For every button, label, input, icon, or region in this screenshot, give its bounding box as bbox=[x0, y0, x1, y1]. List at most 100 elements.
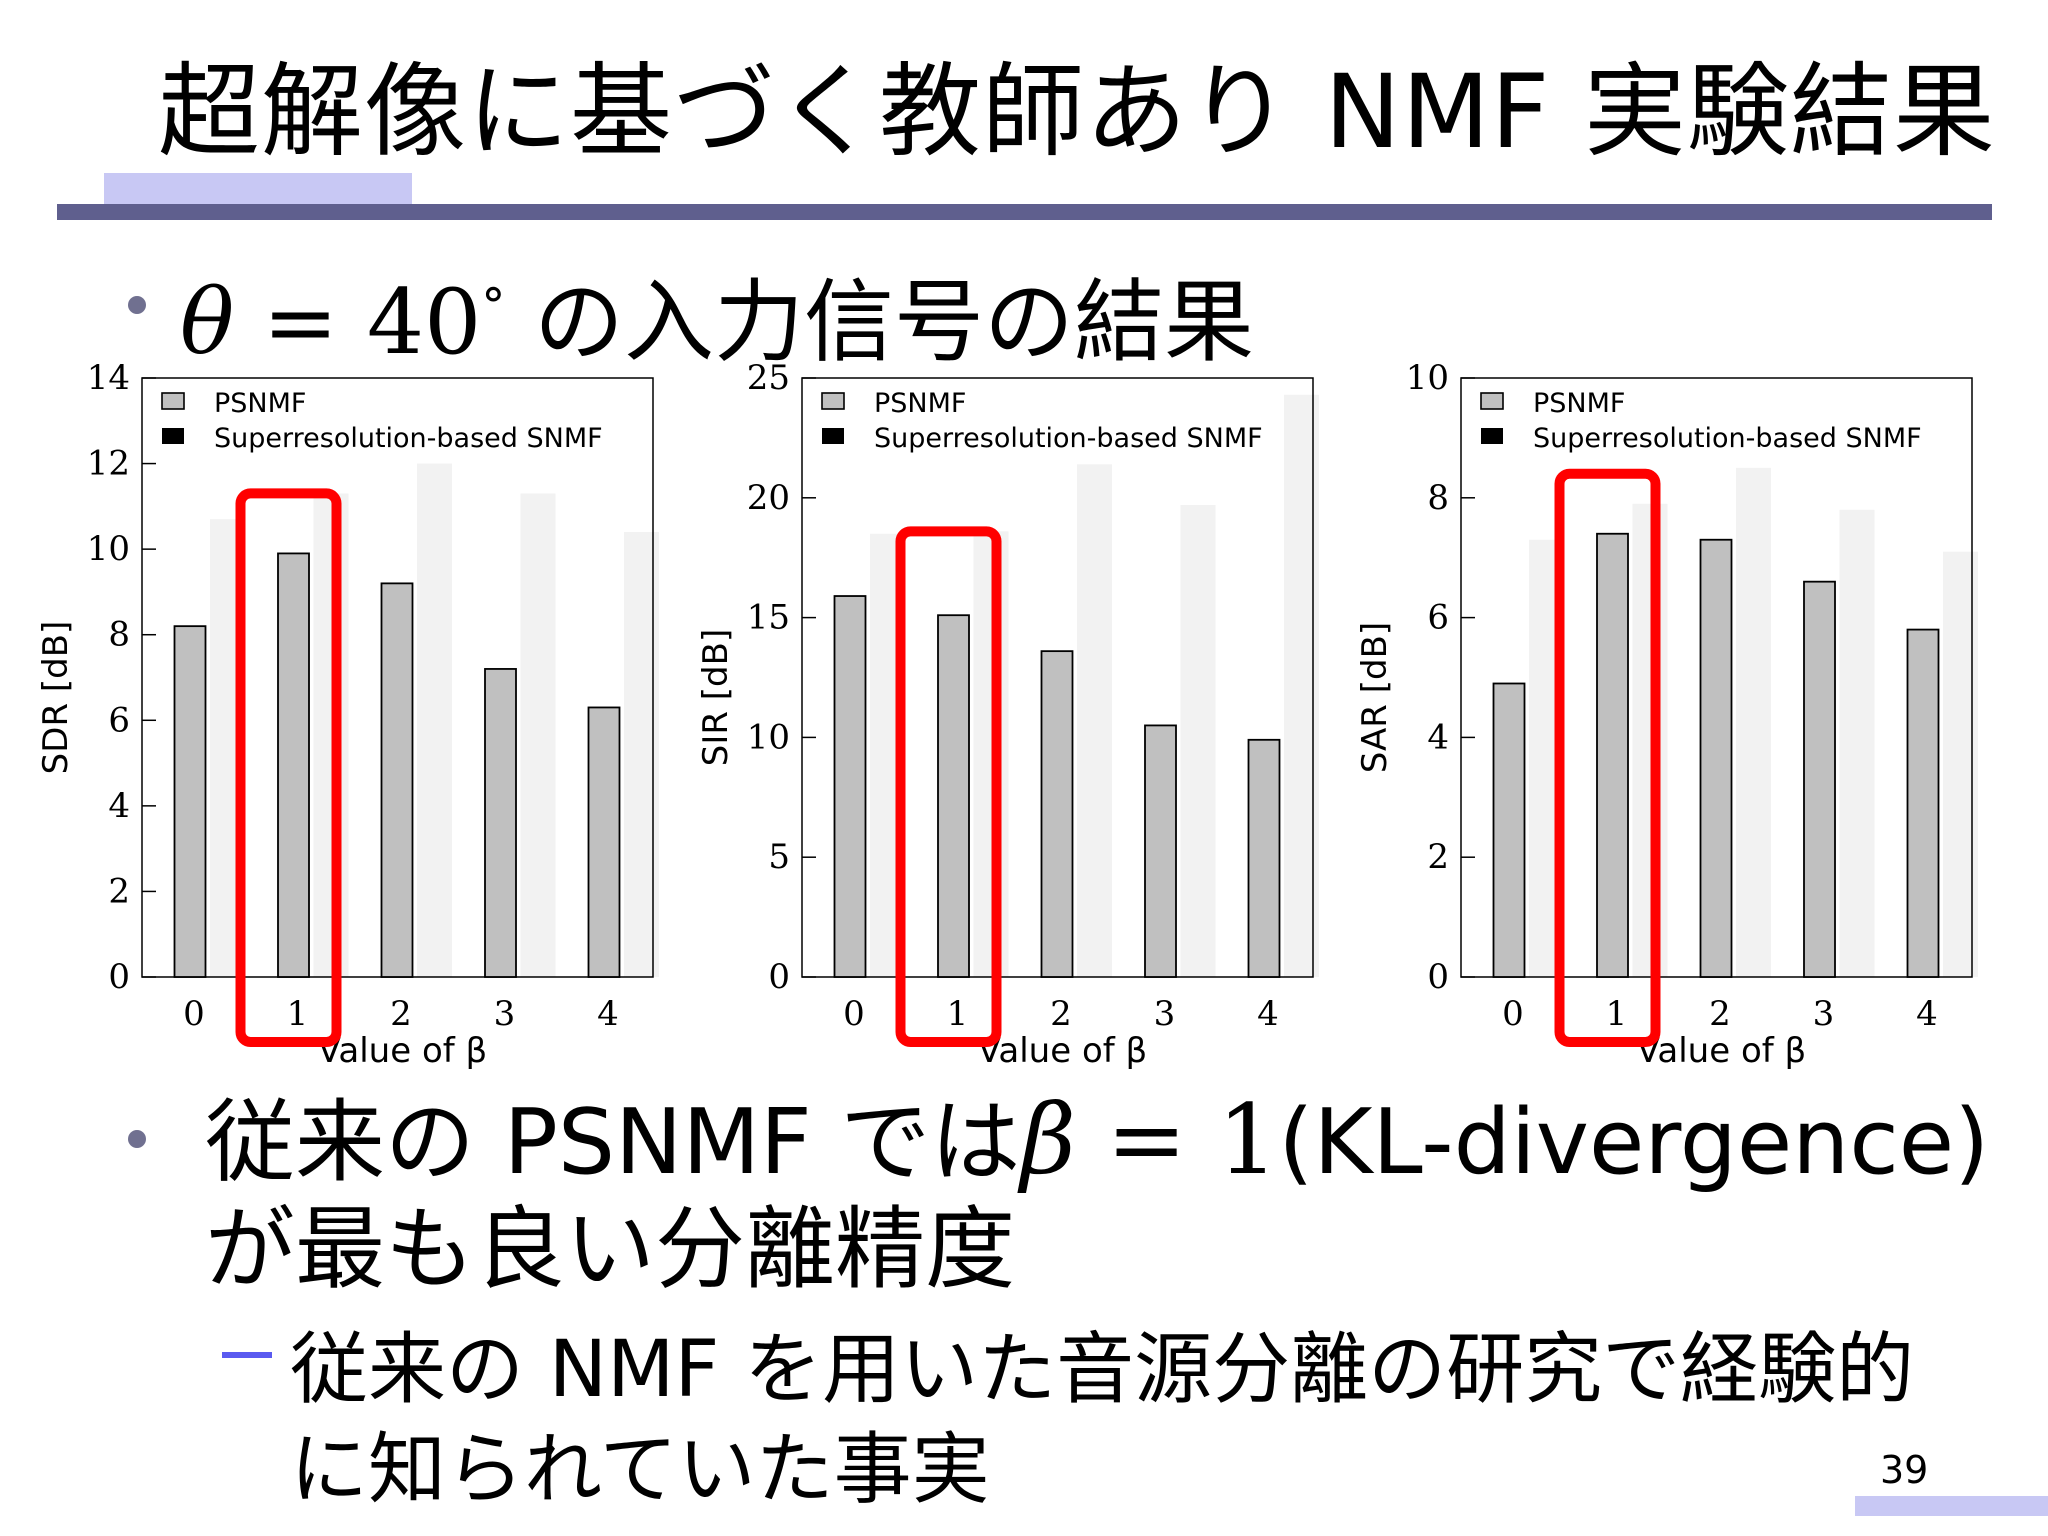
psnmf-bar bbox=[833, 595, 867, 978]
y-tick-label: 0 bbox=[108, 957, 130, 997]
y-tick-label: 10 bbox=[1406, 358, 1449, 398]
highlight-box bbox=[235, 488, 342, 1047]
psnmf-bar bbox=[173, 625, 207, 978]
y-tick-label: 10 bbox=[87, 529, 130, 569]
x-tick-label: 1 bbox=[287, 994, 309, 1034]
bullet-2-line-2: が最も良い分離精度 bbox=[205, 1197, 1015, 1302]
ghost-bar bbox=[973, 531, 1009, 977]
x-tick-label: 3 bbox=[494, 994, 516, 1034]
psnmf-bar bbox=[1803, 580, 1836, 978]
chart-2: 0 2 4 6 8 10 0 1 2 3 4 PSNMF Superresolution-based S… bbox=[1355, 358, 1978, 1071]
legend-label-snmf: Superresolution-based SNMF bbox=[1533, 423, 1922, 454]
x-tick-label: 2 bbox=[1050, 994, 1072, 1034]
y-tick-label: 20 bbox=[747, 478, 790, 518]
slide-title: 超解像に基づく教師あり NMF 実験結果 bbox=[158, 53, 1996, 172]
x-tick-label: 2 bbox=[390, 994, 412, 1034]
ghost-bar bbox=[313, 493, 349, 977]
x-tick-label: 2 bbox=[1709, 994, 1731, 1034]
x-axis-label: Value of β bbox=[1637, 1031, 1806, 1071]
y-tick-label: 10 bbox=[747, 717, 790, 757]
beta-symbol: β bbox=[1020, 1084, 1076, 1196]
title-rule bbox=[57, 204, 1992, 220]
legend-label-psnmf: PSNMF bbox=[214, 388, 306, 419]
theta-equation: = 40 bbox=[234, 270, 482, 375]
page-number: 39 bbox=[1880, 1448, 1929, 1492]
ghost-bar bbox=[1736, 467, 1771, 977]
bullet-2: 従来の PSNMF ではβ = 1(KL-divergence) bbox=[205, 1085, 1989, 1198]
page-number-bar bbox=[1855, 1496, 2048, 1516]
theta-symbol: θ bbox=[180, 270, 235, 375]
legend-swatch-snmf bbox=[822, 428, 844, 444]
y-tick-label: 14 bbox=[87, 358, 130, 398]
psnmf-bar bbox=[1596, 532, 1629, 978]
ghost-bar bbox=[1077, 464, 1112, 978]
psnmf-bar bbox=[1040, 650, 1074, 978]
chart-1: 0 5 10 15 20 25 0 1 2 3 4 PSNMF Superresolution-base… bbox=[696, 358, 1319, 1071]
x-tick-label: 4 bbox=[1916, 994, 1938, 1034]
psnmf-bar bbox=[587, 706, 621, 978]
legend-label-psnmf: PSNMF bbox=[874, 388, 966, 419]
y-tick-label: 15 bbox=[747, 598, 790, 638]
bullet-1-text: の入力信号の結果 bbox=[505, 270, 1254, 375]
psnmf-bar bbox=[1492, 682, 1526, 978]
sub-bullet-line-2: に知られていた事実 bbox=[290, 1425, 990, 1515]
x-tick-label: 0 bbox=[843, 994, 865, 1034]
degree-symbol: ° bbox=[481, 278, 506, 334]
y-axis-label: SAR [dB] bbox=[1355, 622, 1395, 773]
legend-label-psnmf: PSNMF bbox=[1533, 388, 1625, 419]
psnmf-bar bbox=[1247, 738, 1281, 978]
bullet-2-math: β = 1 bbox=[1020, 1084, 1278, 1196]
x-axis-label: Value of β bbox=[318, 1031, 487, 1071]
x-tick-label: 3 bbox=[1813, 994, 1835, 1034]
bullet-dot bbox=[128, 296, 146, 314]
psnmf-bar bbox=[484, 668, 517, 978]
y-tick-label: 0 bbox=[768, 957, 790, 997]
ghost-bar bbox=[417, 463, 452, 978]
sub-bullet-line-1: 従来の NMF を用いた音源分離の研究で経験的 bbox=[290, 1325, 1915, 1415]
bullet-1: θ = 40° の入力信号の結果 bbox=[180, 248, 1254, 381]
y-tick-label: 0 bbox=[1427, 957, 1449, 997]
x-tick-label: 4 bbox=[1257, 994, 1279, 1034]
legend-swatch-snmf bbox=[162, 428, 184, 444]
x-tick-label: 1 bbox=[947, 994, 969, 1034]
legend-label-snmf: Superresolution-based SNMF bbox=[874, 423, 1263, 454]
ghost-bar bbox=[1180, 504, 1216, 977]
y-tick-label: 12 bbox=[87, 444, 130, 484]
ghost-bar bbox=[1839, 509, 1875, 977]
bullet-dot bbox=[128, 1130, 146, 1148]
x-tick-label: 3 bbox=[1154, 994, 1176, 1034]
y-axis-label: SDR [dB] bbox=[36, 621, 76, 775]
x-tick-label: 0 bbox=[1502, 994, 1524, 1034]
sub-bullet-dash bbox=[222, 1352, 272, 1358]
y-tick-label: 4 bbox=[108, 786, 130, 826]
x-tick-label: 0 bbox=[183, 994, 205, 1034]
x-tick-label: 1 bbox=[1606, 994, 1628, 1034]
y-tick-label: 2 bbox=[1427, 837, 1449, 877]
y-tick-label: 6 bbox=[108, 700, 130, 740]
psnmf-bar bbox=[277, 552, 310, 978]
ghost-bar bbox=[520, 493, 556, 977]
psnmf-bar bbox=[1906, 628, 1940, 978]
y-tick-label: 2 bbox=[108, 871, 130, 911]
legend-swatch-psnmf bbox=[1480, 392, 1504, 410]
y-tick-label: 5 bbox=[768, 837, 790, 877]
x-tick-label: 4 bbox=[597, 994, 619, 1034]
y-tick-label: 6 bbox=[1427, 598, 1449, 638]
bullet-1-math: θ = 40° bbox=[180, 270, 505, 375]
psnmf-bar bbox=[1144, 724, 1177, 978]
legend-swatch-snmf bbox=[1481, 428, 1503, 444]
psnmf-bar bbox=[1699, 538, 1733, 978]
bullet-2-text-before: 従来の PSNMF では bbox=[205, 1090, 1021, 1195]
beta-equation: = 1 bbox=[1075, 1084, 1279, 1196]
y-tick-label: 8 bbox=[108, 615, 130, 655]
legend-swatch-psnmf bbox=[821, 392, 845, 410]
title-accent-bar bbox=[104, 173, 412, 205]
y-axis-label: SIR [dB] bbox=[696, 629, 736, 766]
legend-swatch-psnmf bbox=[161, 392, 185, 410]
highlight-box bbox=[1554, 468, 1661, 1047]
x-axis-label: Value of β bbox=[978, 1031, 1147, 1071]
legend-label-snmf: Superresolution-based SNMF bbox=[214, 423, 603, 454]
y-tick-label: 25 bbox=[747, 358, 790, 398]
